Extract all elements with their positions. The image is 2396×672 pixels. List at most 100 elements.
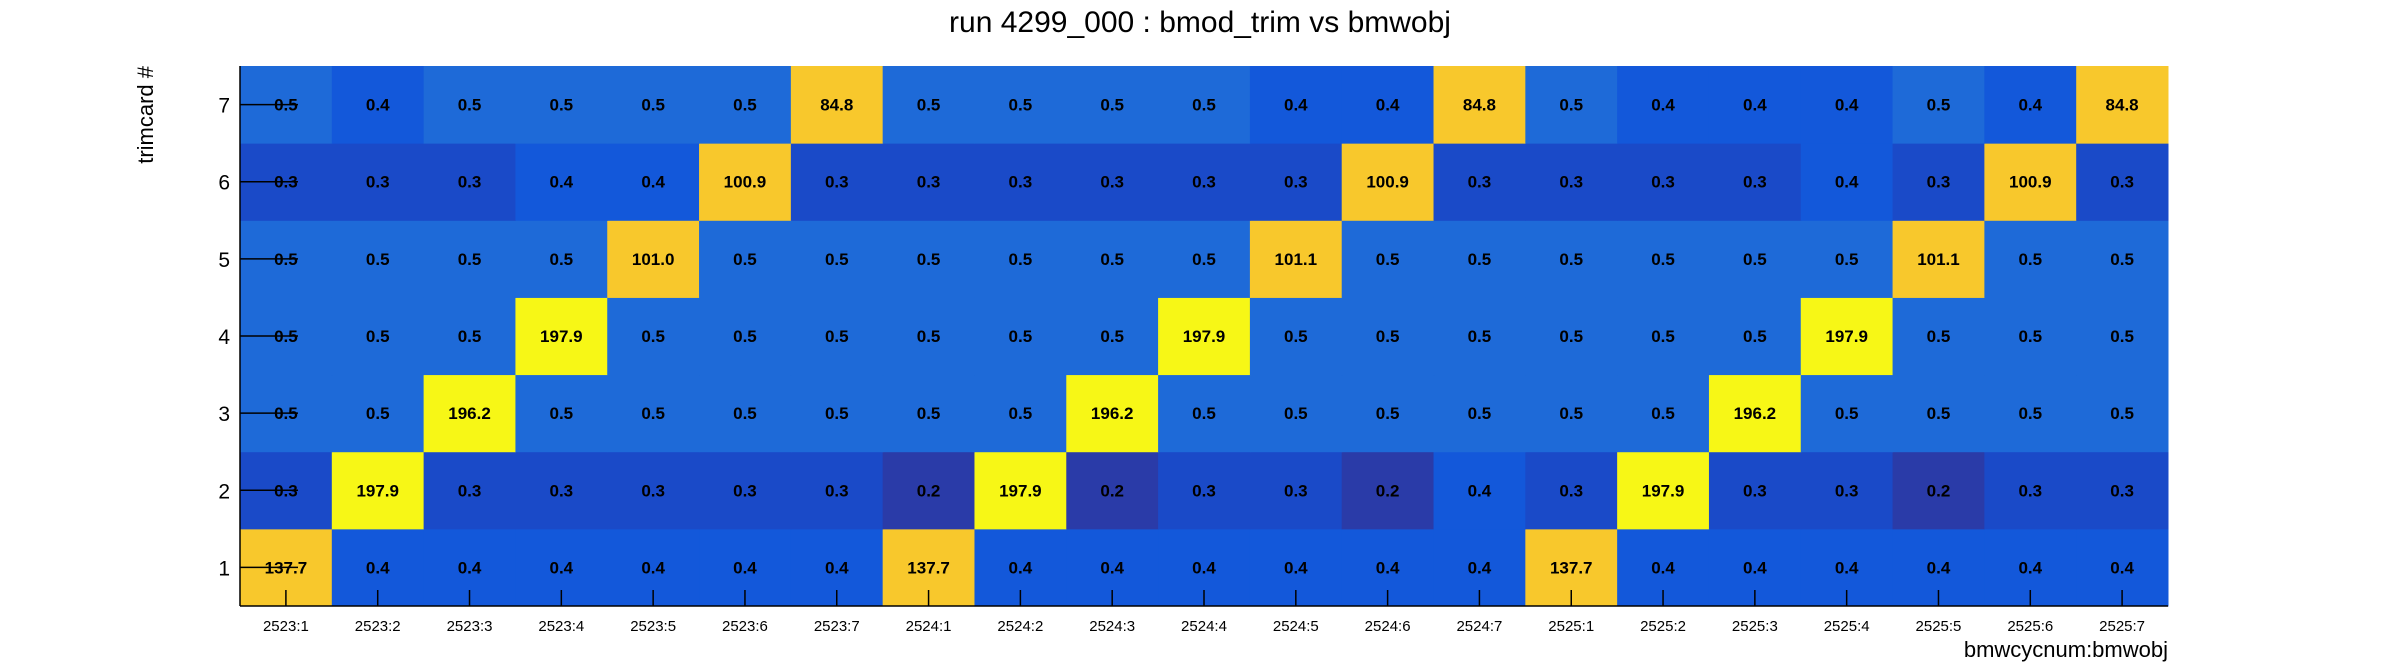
heatmap-cell: [607, 220, 700, 298]
cell-value-label: 0.5: [2018, 404, 2042, 423]
heatmap-cell: [1617, 451, 1710, 530]
heatmap-cell: [1525, 297, 1618, 376]
cell-value-label: 0.3: [1927, 173, 1951, 192]
heatmap-cell: [699, 143, 792, 221]
heatmap-cell: [1800, 143, 1894, 221]
heatmap-cell: [790, 66, 884, 144]
x-tick-label: 2524:4: [1181, 618, 1227, 635]
x-tick-label: 2524:6: [1365, 618, 1411, 635]
cell-value-label: 0.4: [1284, 96, 1308, 115]
x-tick-label: 2523:5: [630, 618, 676, 635]
cell-value-label: 0.4: [550, 558, 574, 577]
cell-value-label: 0.3: [1009, 173, 1033, 192]
heatmap-cell: [515, 220, 608, 298]
heatmap-cell: [607, 451, 700, 530]
cell-value-label: 196.2: [1734, 404, 1777, 423]
heatmap-cell: [2076, 220, 2169, 298]
cell-value-label: 0.4: [733, 558, 757, 577]
cell-value-label: 0.5: [825, 250, 849, 269]
x-tick-label: 2524:5: [1273, 618, 1319, 635]
heatmap-cell: [699, 220, 792, 298]
heatmap-cell: [331, 374, 425, 453]
heatmap-cell: [699, 374, 792, 453]
cell-value-label: 0.4: [1100, 558, 1124, 577]
y-tick-label: 4: [218, 326, 230, 349]
heatmap-cell: [1341, 374, 1435, 453]
cell-value-label: 0.5: [366, 250, 390, 269]
heatmap-cell: [790, 451, 884, 530]
heatmap-cell: [1617, 297, 1710, 376]
cell-value-label: 0.2: [917, 481, 941, 500]
cell-value-label: 0.5: [1009, 96, 1033, 115]
x-axis-title: bmwcycnum:bmwobj: [1964, 637, 2168, 662]
cell-value-label: 0.5: [2110, 327, 2134, 346]
heatmap-cell: [1984, 297, 2077, 376]
heatmap-cell: [790, 297, 884, 376]
cell-value-label: 0.5: [1559, 250, 1583, 269]
heatmap-cell: [515, 451, 608, 530]
cell-value-label: 0.5: [550, 96, 574, 115]
y-axis-title: trimcard #: [133, 65, 158, 164]
cell-value-label: 0.5: [641, 404, 665, 423]
cell-value-label: 0.5: [1376, 327, 1400, 346]
cell-value-label: 0.5: [1651, 404, 1675, 423]
cell-value-label: 0.4: [2018, 558, 2042, 577]
heatmap-cell: [1066, 66, 1159, 144]
heatmap-cell: [1892, 297, 1985, 376]
cell-value-label: 0.5: [2110, 250, 2134, 269]
cell-value-label: 0.3: [1559, 173, 1583, 192]
heatmap-cell: [974, 374, 1067, 453]
heatmap-cell: [1708, 297, 1802, 376]
x-tick-label: 2523:4: [538, 618, 584, 635]
cell-value-label: 0.5: [1009, 404, 1033, 423]
heatmap-cell: [1433, 374, 1526, 453]
heatmap-cell: [2076, 374, 2169, 453]
heatmap-cell: [1433, 66, 1526, 144]
cell-value-label: 0.5: [825, 327, 849, 346]
heatmap-cell: [1066, 143, 1159, 221]
heatmap-cell: [1158, 297, 1251, 376]
heatmap-cell: [423, 297, 516, 376]
heatmap-cell: [790, 220, 884, 298]
heatmap-cell: [1617, 143, 1710, 221]
heatmap-cell: [331, 66, 425, 144]
y-tick-label: 3: [218, 403, 230, 426]
heatmap-cell: [607, 297, 700, 376]
heatmap-cell: [1158, 374, 1251, 453]
heatmap-cell: [1892, 220, 1985, 298]
heatmap-cell: [1433, 297, 1526, 376]
heatmap-cell: [882, 143, 975, 221]
heatmap-cell: [790, 143, 884, 221]
heatmap-cell: [2076, 66, 2169, 144]
cell-value-label: 0.5: [1927, 404, 1951, 423]
cell-value-label: 84.8: [820, 96, 853, 115]
heatmap-cell: [1617, 220, 1710, 298]
cell-value-label: 0.4: [1376, 96, 1400, 115]
heatmap-cell: [1984, 451, 2077, 530]
cell-value-label: 0.5: [458, 250, 482, 269]
x-tick-label: 2523:2: [355, 618, 401, 635]
heatmap-cell: [1800, 451, 1894, 530]
heatmap-cell: [607, 66, 700, 144]
heatmap-cell: [1617, 374, 1710, 453]
cell-value-label: 197.9: [1642, 481, 1685, 500]
cell-value-label: 0.5: [1100, 96, 1124, 115]
heatmap-cell: [974, 451, 1067, 530]
y-tick-label: 6: [218, 172, 230, 195]
heatmap-cell: [1341, 220, 1435, 298]
plot-area: 137.7 0.4 0.4 0.4 0.4 0.4 0.4 137.7 0.4 0.4 0.4 0.4…: [218, 66, 2169, 635]
cell-value-label: 0.3: [1100, 173, 1124, 192]
cell-value-label: 197.9: [1825, 327, 1868, 346]
heatmap-cell: [423, 66, 516, 144]
cell-value-label: 0.2: [1376, 481, 1400, 500]
cell-value-label: 0.5: [1376, 404, 1400, 423]
heatmap-cell: [1066, 374, 1159, 453]
cell-value-label: 0.3: [1468, 173, 1492, 192]
heatmap-cell: [1066, 451, 1159, 530]
x-tick-label: 2523:6: [722, 618, 768, 635]
heatmap-cell: [974, 143, 1067, 221]
cell-value-label: 0.4: [2018, 96, 2042, 115]
cell-value-label: 0.5: [1743, 327, 1767, 346]
cell-value-label: 0.3: [1284, 173, 1308, 192]
cell-value-label: 0.5: [1559, 96, 1583, 115]
